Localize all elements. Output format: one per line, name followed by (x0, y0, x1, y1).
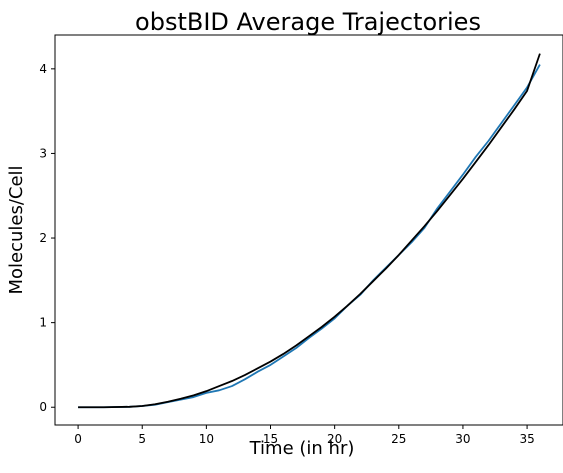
x-tick-label: 20 (327, 432, 342, 446)
y-tick-label: 4 (39, 62, 47, 76)
line-layer (78, 53, 541, 409)
y-axis-title: Molecules/Cell (6, 165, 27, 294)
x-tick-label: 35 (519, 432, 534, 446)
x-tick-label: 15 (263, 432, 278, 446)
chart-title: obstBID Average Trajectories (135, 8, 481, 36)
x-tick-label: 0 (74, 432, 82, 446)
x-tick-label: 10 (199, 432, 214, 446)
x-tick-label: 30 (455, 432, 470, 446)
y-tick-label: 1 (39, 316, 47, 330)
x-axis-title: Time (in hr) (249, 438, 355, 459)
y-tick-label: 3 (39, 146, 47, 160)
x-tick-label: 5 (138, 432, 146, 446)
y-tick-label: 2 (39, 231, 47, 245)
x-tick-label: 25 (391, 432, 406, 446)
y-tick-label: 0 (39, 400, 47, 414)
series-line-0 (78, 64, 541, 409)
plot-frame (54, 34, 563, 426)
series-line-1 (78, 53, 541, 409)
tick-layer: 0 5 10 15 20 25 30 35 0 1 2 3 4 (39, 62, 534, 446)
